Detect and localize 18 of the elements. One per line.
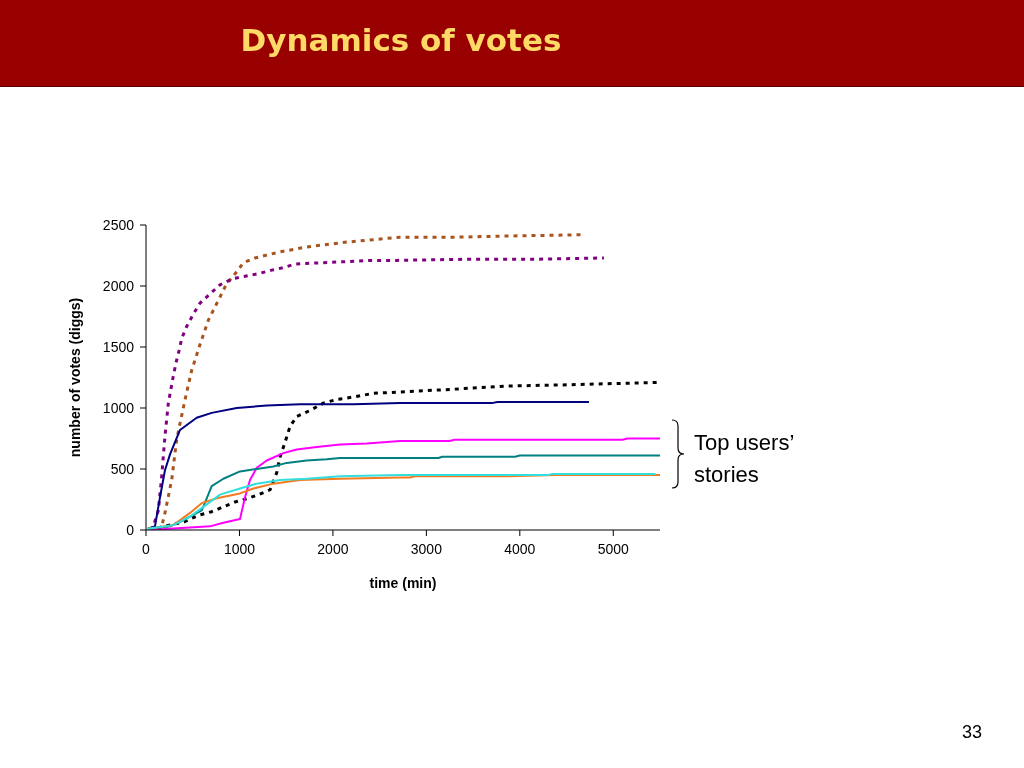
y-tick-label: 2500 bbox=[102, 216, 135, 233]
y-tick-label: 1500 bbox=[102, 338, 135, 355]
y-tick-label: 500 bbox=[110, 460, 135, 477]
x-tick-label: 4000 bbox=[504, 540, 536, 557]
x-tick-label: 5000 bbox=[597, 540, 630, 557]
x-tick-label: 3000 bbox=[410, 540, 443, 557]
chart-title: Dynamics of votes bbox=[239, 21, 563, 60]
y-axis-title: number of votes (diggs) bbox=[67, 297, 83, 458]
x-tick-label: 0 bbox=[142, 540, 151, 557]
x-tick-label: 2000 bbox=[317, 540, 349, 557]
y-tick-label: 1000 bbox=[102, 399, 135, 416]
x-tick-label: 1000 bbox=[223, 540, 256, 557]
text: 33 bbox=[961, 721, 982, 744]
y-tick-label: 0 bbox=[126, 521, 135, 538]
x-axis-title: time (min) bbox=[369, 575, 437, 591]
text: Top users’ stories bbox=[694, 429, 795, 489]
line-series bbox=[146, 400, 590, 530]
y-tick-label: 2000 bbox=[102, 277, 135, 294]
